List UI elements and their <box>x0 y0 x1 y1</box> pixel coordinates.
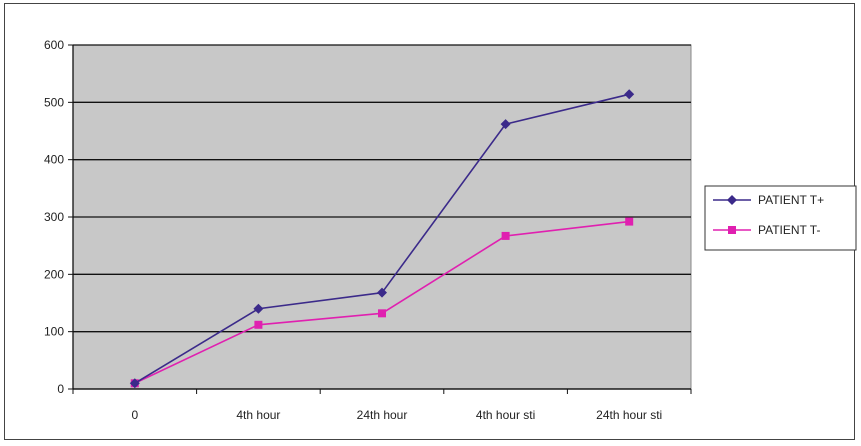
x-tick-label: 4th hour <box>236 408 280 422</box>
x-tick-label: 24th hour sti <box>596 408 662 422</box>
x-tick-label: 0 <box>131 408 138 422</box>
data-point-square <box>625 217 634 226</box>
data-point-diamond <box>377 287 387 298</box>
data-point-diamond <box>624 89 635 100</box>
x-tick-label: 4th hour sti <box>476 408 535 422</box>
data-point-square <box>254 320 263 329</box>
data-point-diamond <box>129 378 140 389</box>
y-tick-label: 200 <box>44 267 64 281</box>
series-lines <box>129 89 635 389</box>
data-point-square <box>728 226 736 234</box>
legend-label: PATIENT T- <box>758 223 820 237</box>
y-tick-label: 100 <box>44 325 64 339</box>
legend-entry: PATIENT T+ <box>713 193 824 207</box>
data-point-diamond <box>727 195 737 205</box>
data-point-square <box>378 309 386 318</box>
y-tick-label: 300 <box>44 210 64 224</box>
y-tick-label: 400 <box>44 153 64 167</box>
legend-entry: PATIENT T- <box>713 223 820 237</box>
legend-label: PATIENT T+ <box>758 193 824 207</box>
x-tick-label: 24th hour <box>357 408 408 422</box>
axes: 0 100 200 300 400 500 600 0 4th hour 24th hour 4th… <box>44 38 692 422</box>
legend-box <box>704 185 857 251</box>
y-tick-label: 0 <box>57 382 64 396</box>
data-point-diamond <box>500 119 511 130</box>
series-patient-t- <box>129 89 635 389</box>
legend: PATIENT T+ PATIENT T- <box>704 185 857 251</box>
data-point-square <box>501 231 510 240</box>
y-tick-label: 500 <box>44 95 64 109</box>
y-tick-label: 600 <box>44 38 64 52</box>
data-point-diamond <box>253 303 264 314</box>
gridlines <box>73 44 691 390</box>
